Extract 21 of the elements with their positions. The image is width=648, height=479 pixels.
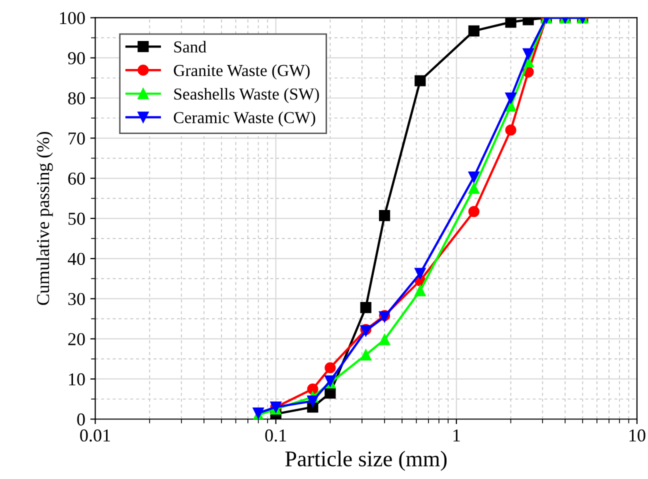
y-tick-label: 80 bbox=[68, 92, 85, 104]
y-tick-label: 20 bbox=[68, 333, 85, 346]
y-tick-label: 10 bbox=[69, 373, 85, 386]
x-tick-label: 0.1 bbox=[265, 429, 286, 442]
y-tick-label: 40 bbox=[68, 252, 85, 266]
y-tick-label: 0 bbox=[77, 413, 85, 426]
y-tick-label: 90 bbox=[68, 52, 85, 64]
legend-label: Sand bbox=[174, 40, 206, 53]
x-tick-label: 1 bbox=[453, 429, 460, 442]
y-tick-label: 50 bbox=[68, 212, 85, 225]
y-tick-label: 70 bbox=[68, 132, 85, 145]
y-axis-title: Cumulative passing (%) bbox=[36, 132, 53, 305]
y-tick-label: 30 bbox=[68, 292, 85, 306]
y-tick-label: 100 bbox=[60, 12, 85, 24]
x-tick-label: 10 bbox=[630, 429, 646, 442]
x-tick-label: 0.01 bbox=[80, 429, 110, 442]
legend-label: Ceramic Waste (CW) bbox=[174, 112, 316, 127]
y-tick-label: 60 bbox=[68, 172, 85, 185]
x-axis-title: Particle size (mm) bbox=[285, 450, 447, 471]
legend-label: Granite Waste (GW) bbox=[174, 64, 310, 80]
legend-label: Seashells Waste (SW) bbox=[174, 88, 319, 104]
